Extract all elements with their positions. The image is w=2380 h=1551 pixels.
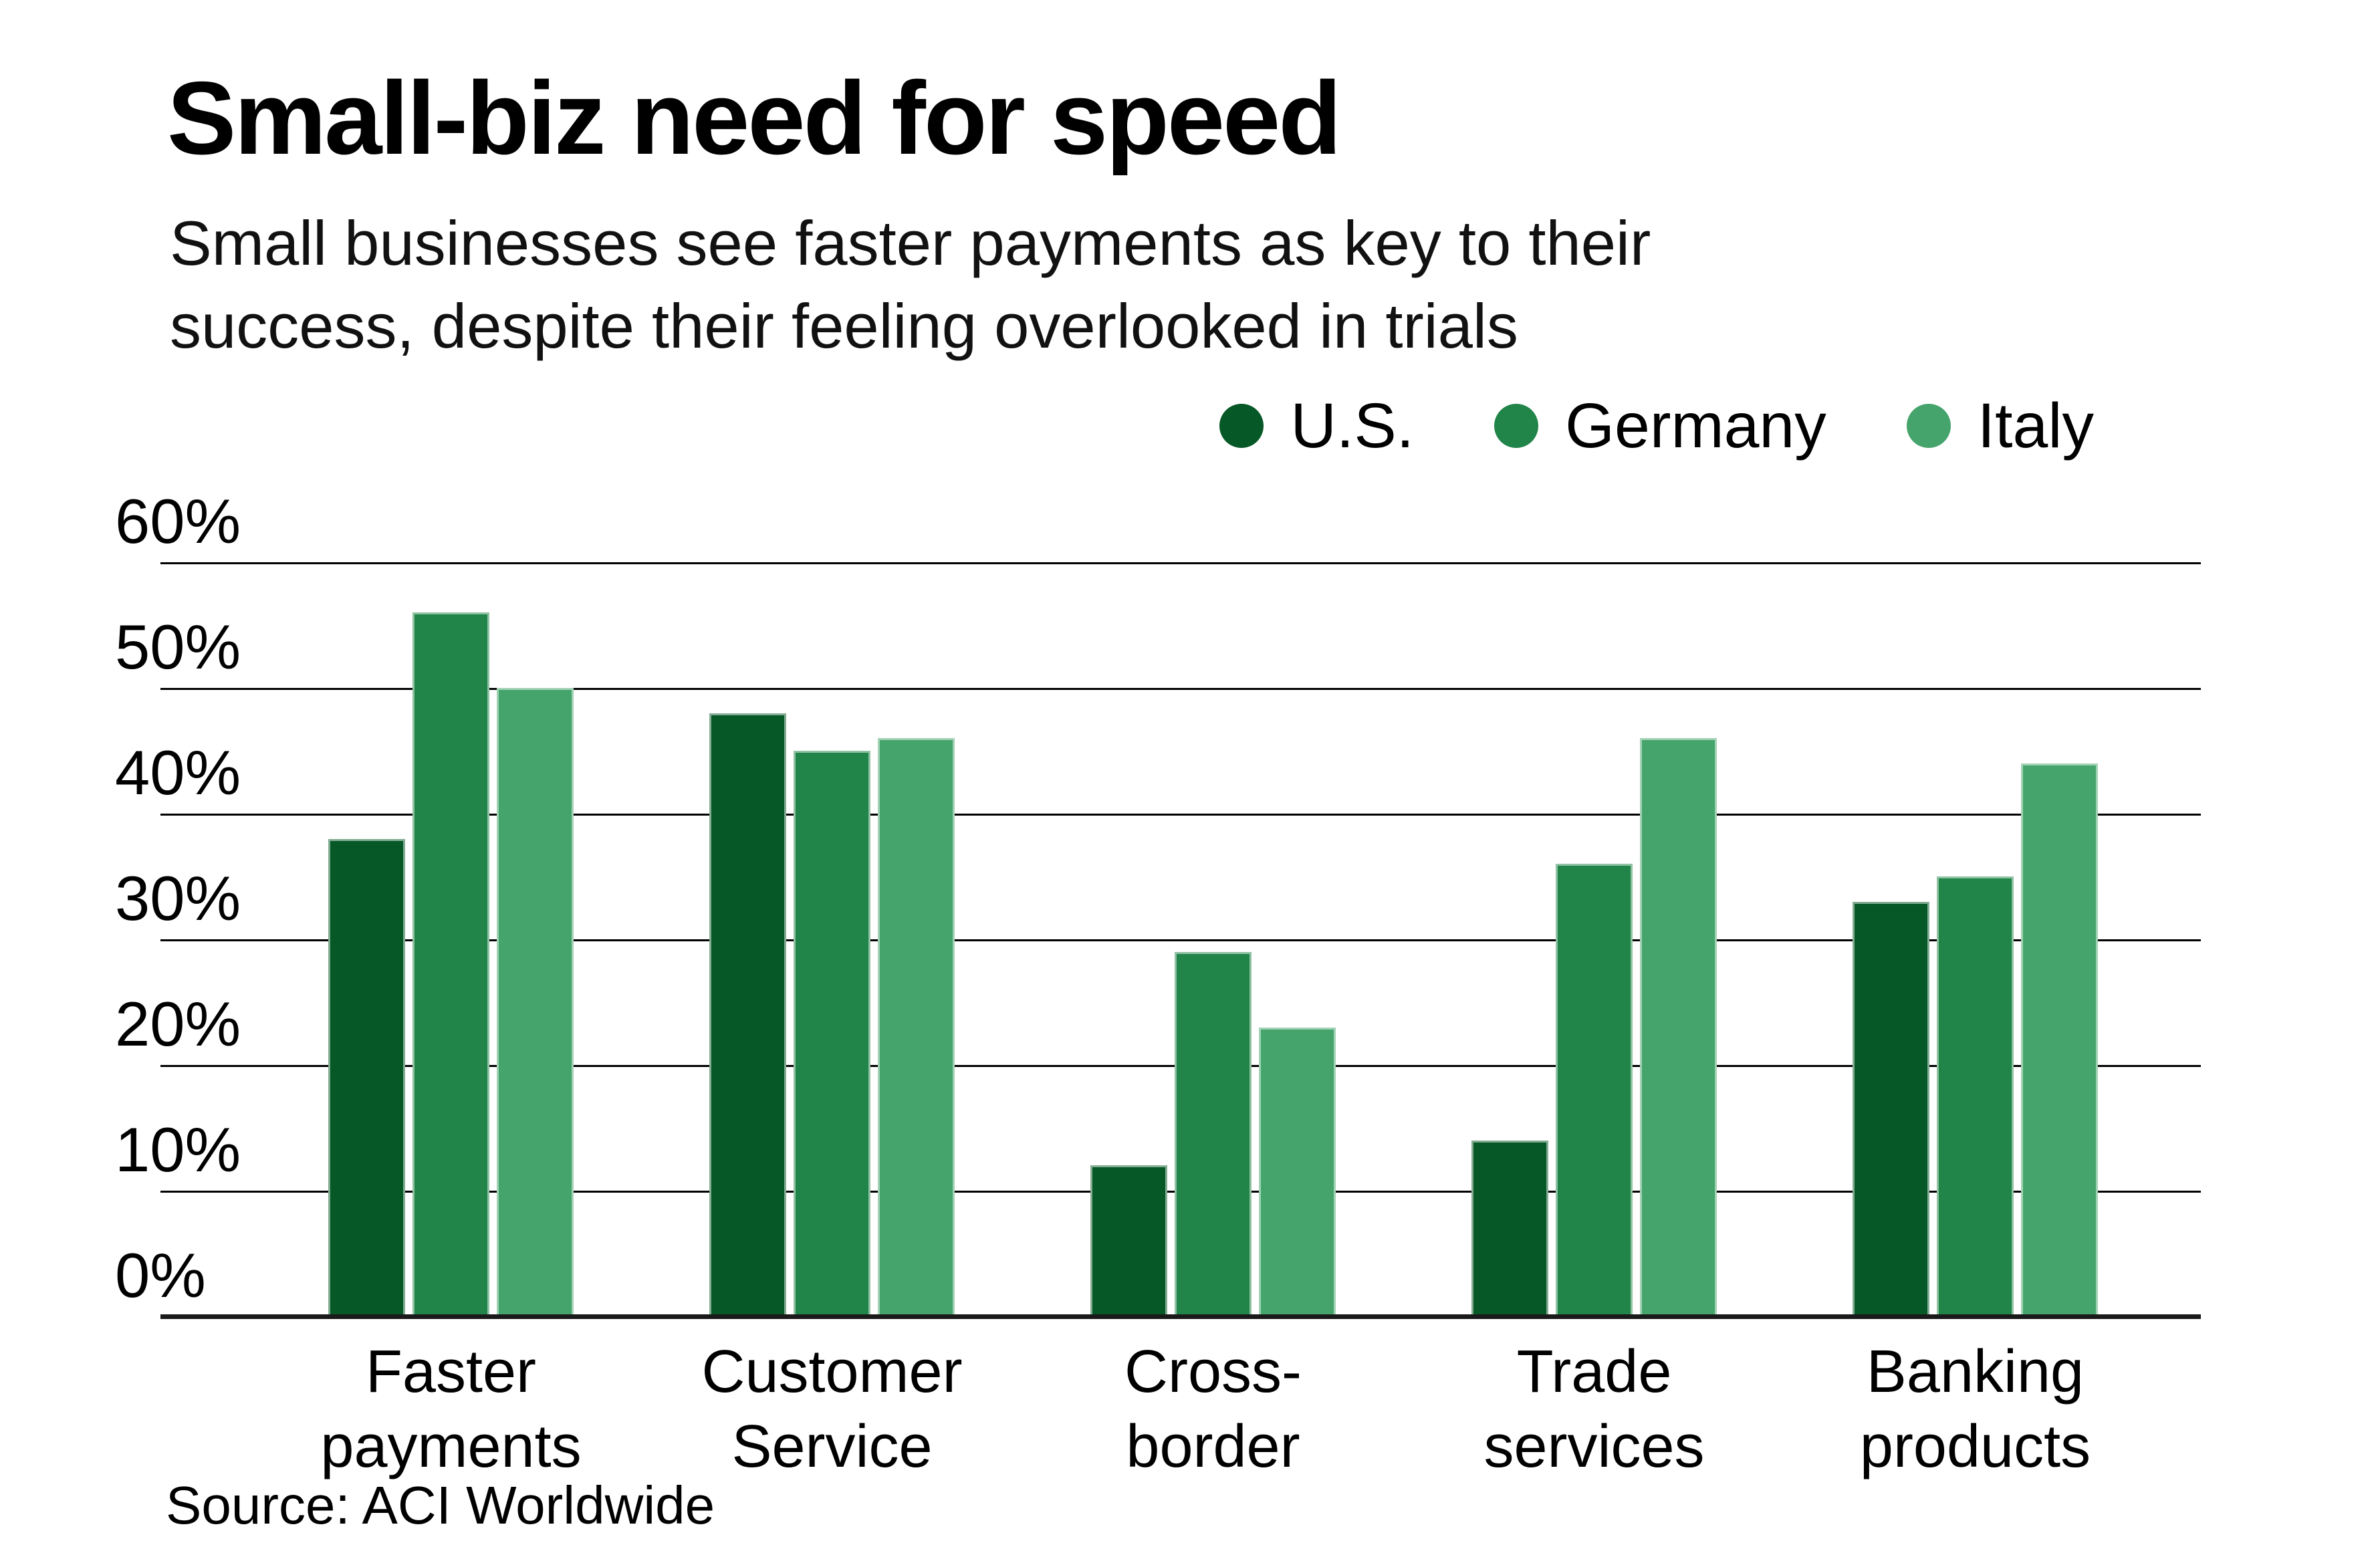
bar-us-banking-products xyxy=(1853,902,1929,1316)
gridline-50 xyxy=(160,688,2201,690)
bar-us-cross-border xyxy=(1090,1165,1167,1316)
y-tick-label-40: 40% xyxy=(115,737,241,808)
bar-italy-faster-payments xyxy=(497,688,574,1316)
chart-subtitle-line1: Small businesses see faster payments as … xyxy=(170,208,1651,278)
gridline-40 xyxy=(160,814,2201,816)
legend-dot-icon xyxy=(1219,404,1264,448)
bar-italy-banking-products xyxy=(2021,763,2098,1316)
bar-italy-trade-services xyxy=(1640,738,1717,1316)
x-label-customer-service: Customer Service xyxy=(701,1338,963,1480)
legend-label: U.S. xyxy=(1290,390,1415,461)
legend-label: Italy xyxy=(1977,390,2094,461)
x-label-banking-products: Banking products xyxy=(1859,1338,2091,1480)
y-tick-label-20: 20% xyxy=(115,989,241,1059)
x-label-faster-payments: Faster payments xyxy=(320,1338,582,1480)
chart-subtitle-line2: success, despite their feeling overlooke… xyxy=(170,291,1518,361)
legend-label: Germany xyxy=(1565,390,1826,461)
y-tick-label-0: 0% xyxy=(115,1240,206,1310)
legend-item-germany: Germany xyxy=(1494,390,1826,463)
y-tick-label-10: 10% xyxy=(115,1114,241,1185)
legend-dot-icon xyxy=(1494,404,1539,448)
gridline-60 xyxy=(160,562,2201,564)
legend-dot-icon xyxy=(1906,404,1951,448)
x-axis-line xyxy=(160,1314,2201,1319)
bar-italy-cross-border xyxy=(1259,1028,1336,1316)
bar-germany-trade-services xyxy=(1556,864,1633,1316)
source-note: Source: ACI Worldwide xyxy=(166,1475,715,1535)
y-tick-label-60: 60% xyxy=(115,486,241,556)
bar-germany-customer-service xyxy=(794,751,870,1316)
bar-us-customer-service xyxy=(709,713,786,1316)
chart-subtitle: Small businesses see faster payments as … xyxy=(170,202,1651,368)
y-tick-label-30: 30% xyxy=(115,863,241,933)
bar-italy-customer-service xyxy=(878,738,955,1316)
gridline-30 xyxy=(160,939,2201,941)
x-label-cross-border: Cross- border xyxy=(1124,1338,1302,1480)
legend-item-italy: Italy xyxy=(1906,390,2094,463)
bar-us-trade-services xyxy=(1471,1141,1548,1316)
bar-germany-banking-products xyxy=(1937,876,2014,1316)
legend-item-us: U.S. xyxy=(1219,390,1414,463)
bar-germany-faster-payments xyxy=(412,612,489,1316)
legend: U.S. Germany Italy xyxy=(1219,382,2094,469)
x-label-trade-services: Trade services xyxy=(1483,1338,1705,1480)
y-tick-label-50: 50% xyxy=(115,612,241,682)
bar-germany-cross-border xyxy=(1175,952,1252,1316)
bar-us-faster-payments xyxy=(328,839,405,1316)
page-title: Small-biz need for speed xyxy=(167,60,1342,176)
